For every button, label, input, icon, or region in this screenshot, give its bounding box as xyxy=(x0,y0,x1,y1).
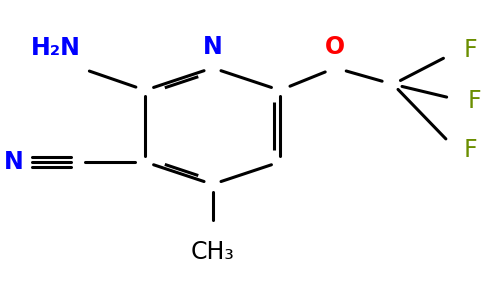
Text: N: N xyxy=(4,150,24,174)
Text: O: O xyxy=(325,35,346,59)
Text: H₂N: H₂N xyxy=(31,37,81,61)
Text: F: F xyxy=(468,89,482,113)
Text: N: N xyxy=(203,35,222,59)
Text: F: F xyxy=(463,138,477,162)
Text: CH₃: CH₃ xyxy=(191,239,234,263)
Text: F: F xyxy=(463,38,477,62)
